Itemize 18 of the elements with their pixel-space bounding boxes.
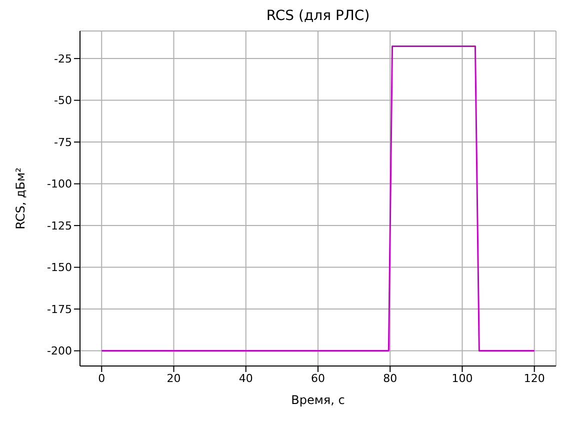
x-tick-label: 120 [524, 372, 545, 385]
y-tick-label: -150 [47, 261, 72, 274]
y-tick-label: -50 [54, 94, 72, 108]
y-tick-label: -100 [47, 178, 72, 191]
x-axis-title: Время, с [291, 393, 345, 407]
x-tick-label: 80 [383, 372, 398, 385]
x-tick-label: 60 [311, 372, 325, 385]
chart-title: RCS (для РЛС) [265, 8, 371, 26]
y-tick-label: -125 [47, 219, 72, 232]
x-tick-label: 100 [452, 372, 473, 385]
y-tick-label: -200 [47, 344, 72, 358]
x-tick-label: 20 [166, 372, 181, 385]
x-tick-label: 40 [238, 372, 253, 385]
y-tick-label: -25 [54, 52, 72, 66]
x-tick-label: 0 [98, 372, 106, 385]
y-axis-title: RCS, дБм² [13, 167, 28, 230]
y-tick-label: -175 [47, 302, 72, 316]
y-tick-label: -75 [54, 136, 72, 149]
